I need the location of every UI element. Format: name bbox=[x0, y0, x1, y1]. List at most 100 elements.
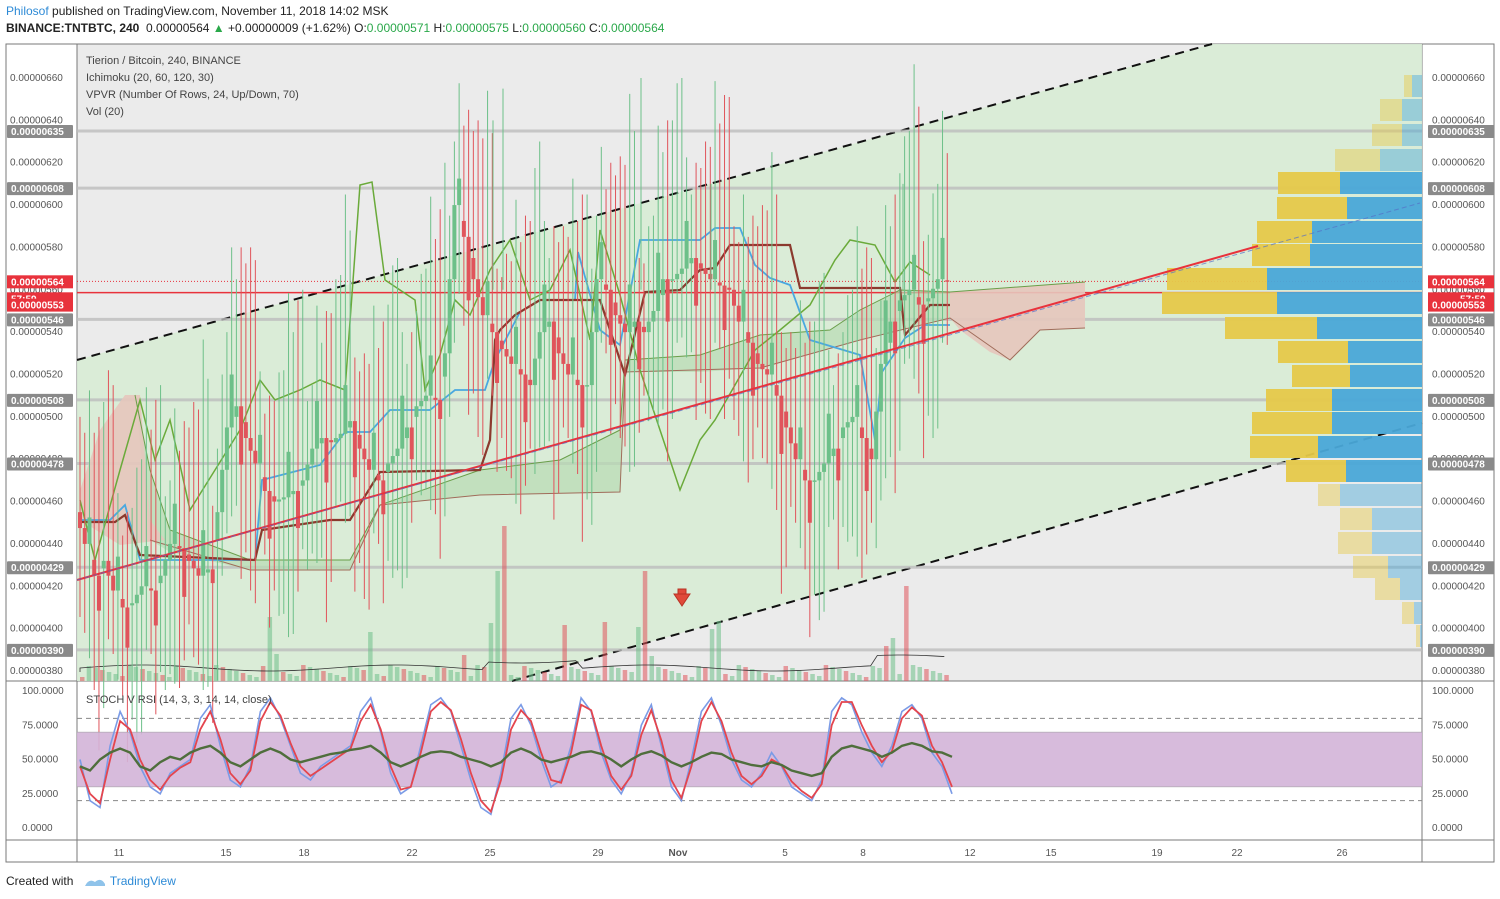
vpvr-down-bar bbox=[1400, 578, 1422, 600]
candle-body bbox=[163, 559, 168, 576]
candle-body bbox=[627, 284, 632, 333]
volume-bar bbox=[636, 627, 641, 681]
vpvr-up-bar bbox=[1372, 124, 1402, 146]
publish-header: Philosof published on TradingView.com, N… bbox=[6, 4, 388, 18]
volume-bar bbox=[803, 672, 809, 681]
volume-bars bbox=[79, 526, 949, 681]
candle-body bbox=[604, 284, 609, 290]
y-tick-left: 0.00000620 bbox=[10, 158, 63, 169]
candle-body bbox=[324, 438, 329, 483]
vpvr-down-bar bbox=[1402, 124, 1422, 146]
vpvr-up-bar bbox=[1266, 389, 1332, 411]
candle-body bbox=[419, 400, 424, 407]
candle-body bbox=[589, 332, 594, 386]
volume-bar bbox=[616, 668, 621, 681]
x-tick-label: 12 bbox=[964, 848, 976, 859]
candle-body bbox=[466, 236, 471, 301]
candle-body bbox=[120, 598, 125, 608]
volume-bar bbox=[394, 667, 400, 681]
legend-stoch[interactable]: STOCH V RSI (14, 3, 3, 14, 14, close) bbox=[86, 694, 272, 706]
volume-bar bbox=[890, 638, 896, 681]
candle-body bbox=[599, 242, 604, 280]
volume-bar bbox=[542, 672, 547, 681]
volume-bar bbox=[173, 666, 179, 681]
candle-body bbox=[310, 448, 315, 465]
price-badge-text: 0.00000478 bbox=[11, 459, 64, 470]
osc-tick-right: 50.0000 bbox=[1432, 755, 1469, 766]
candle-body bbox=[561, 353, 566, 364]
volume-bar bbox=[126, 665, 132, 681]
vpvr-down-bar bbox=[1340, 172, 1422, 194]
candle-body bbox=[916, 297, 921, 305]
volume-bar bbox=[348, 666, 353, 681]
price-badge-right bbox=[1428, 561, 1494, 575]
candle-body bbox=[523, 374, 528, 423]
candle-body bbox=[106, 560, 111, 576]
volume-bar bbox=[656, 667, 661, 681]
price-badge-right bbox=[1428, 393, 1494, 407]
price-badge-text: 0.00000546 bbox=[1432, 315, 1485, 326]
volume-bar bbox=[415, 673, 420, 681]
candle-body bbox=[528, 379, 533, 386]
price-badge-text: 0.00000429 bbox=[11, 563, 64, 574]
red-level-badge bbox=[7, 298, 73, 312]
candle-body bbox=[130, 603, 135, 606]
volume-bar bbox=[910, 665, 916, 681]
osc-tick-left: 25.0000 bbox=[22, 789, 59, 800]
osc-tick-left: 100.0000 bbox=[22, 686, 64, 697]
candle-body bbox=[149, 588, 154, 591]
y-tick-left: 0.00000600 bbox=[10, 200, 63, 211]
price-badge-left bbox=[7, 124, 73, 138]
candle-body bbox=[760, 363, 765, 370]
vpvr-up-bar bbox=[1335, 149, 1380, 171]
kumo-red-left bbox=[80, 395, 165, 545]
volume-bar bbox=[482, 667, 487, 681]
y-tick-left: 0.00000520 bbox=[10, 370, 63, 381]
candle-body bbox=[537, 332, 542, 359]
legend-ichimoku[interactable]: Ichimoku (20, 60, 120, 30) bbox=[86, 72, 214, 84]
tradingview-logo-icon bbox=[84, 879, 105, 886]
osc-tick-left: 0.0000 bbox=[22, 823, 53, 834]
volume-ma-line bbox=[79, 654, 945, 672]
candle-body bbox=[461, 220, 466, 237]
volume-bar bbox=[187, 670, 192, 681]
volume-bar bbox=[160, 675, 165, 681]
y-tick-right: 0.00000420 bbox=[1432, 581, 1485, 592]
volume-bar bbox=[569, 667, 574, 681]
x-tick-label: 15 bbox=[1045, 848, 1057, 859]
vpvr-up-bar bbox=[1162, 292, 1277, 314]
y-tick-right: 0.00000540 bbox=[1432, 327, 1485, 338]
volume-bar bbox=[468, 676, 474, 681]
vpvr-down-bar bbox=[1402, 99, 1422, 121]
volume-bar bbox=[863, 677, 869, 681]
volume-bar bbox=[207, 676, 212, 681]
candle-body bbox=[352, 421, 357, 478]
candle-body bbox=[196, 568, 201, 576]
candle-body bbox=[438, 399, 443, 419]
legend-vpvr[interactable]: VPVR (Number Of Rows, 24, Up/Down, 70) bbox=[86, 89, 299, 101]
volume-bar bbox=[441, 668, 447, 681]
author-link[interactable]: Philosof bbox=[6, 4, 49, 18]
osc-tick-right: 0.0000 bbox=[1432, 823, 1463, 834]
y-tick-right: 0.00000660 bbox=[1432, 73, 1485, 84]
candle-body bbox=[632, 321, 637, 327]
vpvr-up-bar bbox=[1375, 578, 1400, 600]
volume-bar bbox=[877, 668, 882, 681]
volume-bar bbox=[321, 671, 326, 681]
y-tick-right: 0.00000580 bbox=[1432, 242, 1485, 253]
volume-bar bbox=[80, 677, 85, 681]
candle-body bbox=[286, 451, 291, 498]
tradingview-link[interactable]: TradingView bbox=[109, 874, 176, 888]
volume-bar bbox=[260, 666, 266, 681]
candle-body bbox=[433, 397, 438, 400]
legend-vol[interactable]: Vol (20) bbox=[86, 106, 124, 118]
red-level-text: 0.00000553 bbox=[11, 301, 64, 312]
candle-body bbox=[504, 349, 509, 357]
candle-body bbox=[694, 258, 699, 306]
volume-bar bbox=[904, 586, 909, 681]
candle-body bbox=[736, 305, 741, 322]
price-badge-right bbox=[1428, 124, 1494, 138]
volume-bar bbox=[743, 667, 748, 681]
price-badge-text: 0.00000608 bbox=[11, 184, 64, 195]
